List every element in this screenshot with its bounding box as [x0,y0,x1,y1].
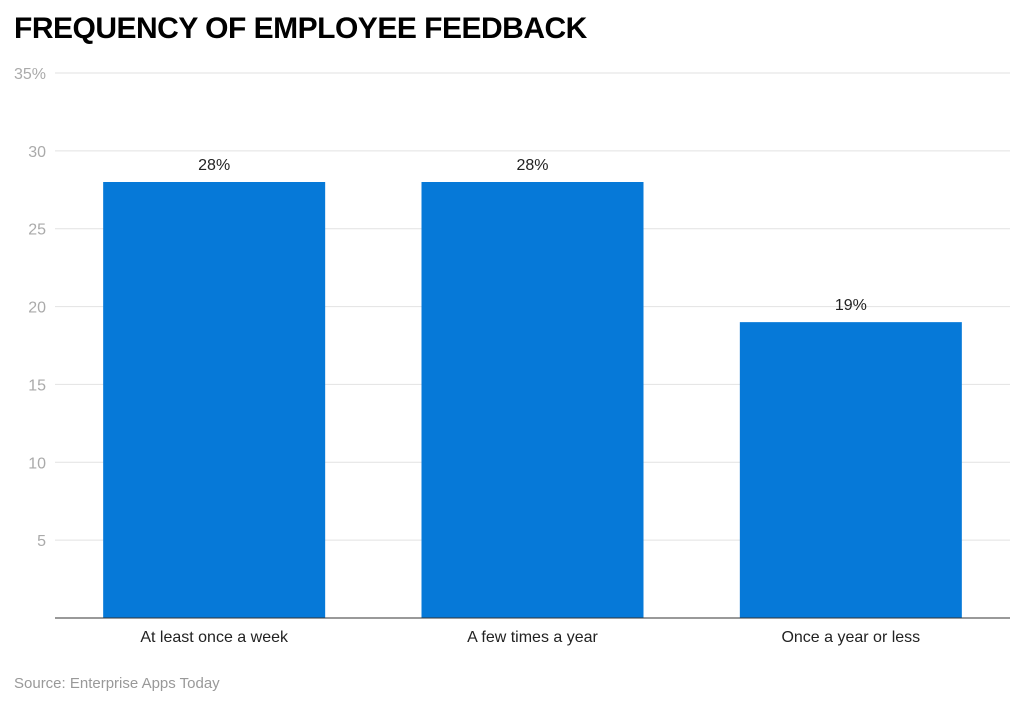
x-tick-label: A few times a year [467,629,598,646]
bar [739,322,962,618]
y-tick-label: 30 [28,144,46,161]
y-tick-label: 15 [28,377,46,394]
y-tick-label: 20 [28,300,46,317]
chart-title: FREQUENCY OF EMPLOYEE FEEDBACK [14,12,587,45]
bar [103,182,326,618]
bar [421,182,644,618]
y-tick-label: 25 [28,222,46,239]
x-tick-label: At least once a week [140,629,289,646]
x-tick-label: Once a year or less [781,629,920,646]
y-tick-label: 10 [28,455,46,472]
y-tick-label: 35% [14,66,46,83]
y-tick-label: 5 [37,533,46,550]
data-label: 28% [198,157,230,174]
data-label: 28% [516,157,548,174]
data-label: 19% [835,297,867,314]
source-note: Source: Enterprise Apps Today [14,675,220,692]
